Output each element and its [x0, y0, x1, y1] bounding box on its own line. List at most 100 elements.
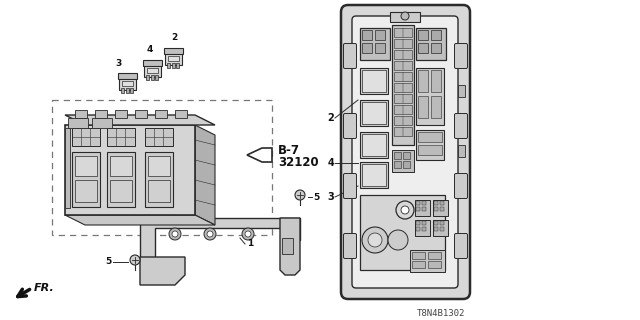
Bar	[65, 125, 195, 215]
Polygon shape	[65, 215, 215, 225]
Bar	[118, 73, 136, 78]
Bar	[145, 128, 173, 146]
Bar	[412, 261, 425, 268]
FancyBboxPatch shape	[454, 173, 467, 198]
Bar	[52, 100, 272, 235]
Bar	[394, 94, 412, 103]
FancyBboxPatch shape	[341, 5, 470, 299]
Bar	[72, 152, 100, 207]
Bar	[155, 110, 167, 118]
Bar	[163, 47, 182, 53]
Bar	[282, 238, 293, 254]
Bar	[416, 68, 444, 125]
Bar	[362, 70, 386, 92]
Bar	[434, 201, 438, 205]
Bar	[431, 43, 441, 53]
Circle shape	[172, 231, 178, 237]
Bar	[164, 50, 182, 65]
Text: 5: 5	[106, 258, 112, 267]
Bar	[422, 227, 426, 231]
Bar	[362, 43, 372, 53]
Bar	[394, 152, 401, 159]
Bar	[394, 28, 412, 37]
Text: 4: 4	[147, 45, 153, 54]
Bar	[433, 220, 448, 236]
Circle shape	[245, 231, 251, 237]
Bar	[440, 227, 444, 231]
FancyBboxPatch shape	[454, 234, 467, 259]
Circle shape	[242, 228, 254, 240]
Bar	[148, 180, 170, 202]
Bar	[418, 43, 428, 53]
Bar	[148, 156, 170, 176]
Text: 3: 3	[116, 60, 122, 68]
Bar	[175, 110, 187, 118]
Circle shape	[401, 206, 409, 214]
Polygon shape	[195, 125, 215, 225]
Bar	[176, 62, 179, 68]
Bar	[416, 201, 420, 205]
Bar	[394, 72, 412, 81]
Polygon shape	[280, 218, 300, 275]
Polygon shape	[65, 115, 215, 125]
Bar	[360, 100, 388, 126]
Bar	[428, 252, 441, 259]
Bar	[147, 75, 149, 79]
Text: 2: 2	[171, 34, 177, 43]
Circle shape	[169, 228, 181, 240]
Bar	[418, 30, 428, 40]
Bar	[168, 55, 179, 60]
Bar	[143, 60, 161, 66]
Bar	[416, 221, 420, 225]
Bar	[110, 156, 132, 176]
Bar	[431, 30, 441, 40]
Circle shape	[396, 201, 414, 219]
Bar	[107, 128, 135, 146]
Bar	[394, 116, 412, 125]
Bar	[68, 118, 88, 128]
Bar	[394, 161, 401, 168]
Bar	[394, 83, 412, 92]
Bar	[416, 28, 446, 60]
Circle shape	[207, 231, 213, 237]
Bar	[434, 227, 438, 231]
Bar	[415, 220, 430, 236]
Bar	[72, 128, 100, 146]
Bar	[394, 61, 412, 70]
Bar	[375, 30, 385, 40]
Text: 1: 1	[247, 239, 253, 249]
Bar	[418, 70, 428, 92]
Bar	[434, 207, 438, 211]
Bar	[375, 43, 385, 53]
Bar	[110, 180, 132, 202]
FancyBboxPatch shape	[454, 44, 467, 68]
Bar	[416, 227, 420, 231]
Text: B-7: B-7	[278, 143, 300, 156]
Bar	[431, 96, 441, 118]
Bar	[143, 61, 161, 76]
Bar	[115, 110, 127, 118]
Bar	[125, 87, 129, 92]
Bar	[394, 105, 412, 114]
Bar	[428, 261, 441, 268]
Bar	[394, 50, 412, 59]
Bar	[458, 85, 465, 97]
Bar	[440, 201, 444, 205]
Bar	[416, 130, 444, 160]
Bar	[415, 200, 430, 216]
Bar	[95, 110, 107, 118]
Circle shape	[362, 227, 388, 253]
Bar	[121, 87, 124, 92]
Bar	[167, 62, 170, 68]
Bar	[403, 152, 410, 159]
Circle shape	[295, 190, 305, 200]
FancyBboxPatch shape	[344, 173, 356, 198]
Circle shape	[368, 233, 382, 247]
Bar	[410, 250, 445, 272]
Polygon shape	[140, 218, 300, 260]
Text: 3: 3	[327, 192, 334, 202]
Bar	[145, 152, 173, 207]
Bar	[107, 152, 135, 207]
Bar	[65, 128, 70, 208]
Bar	[418, 145, 442, 155]
